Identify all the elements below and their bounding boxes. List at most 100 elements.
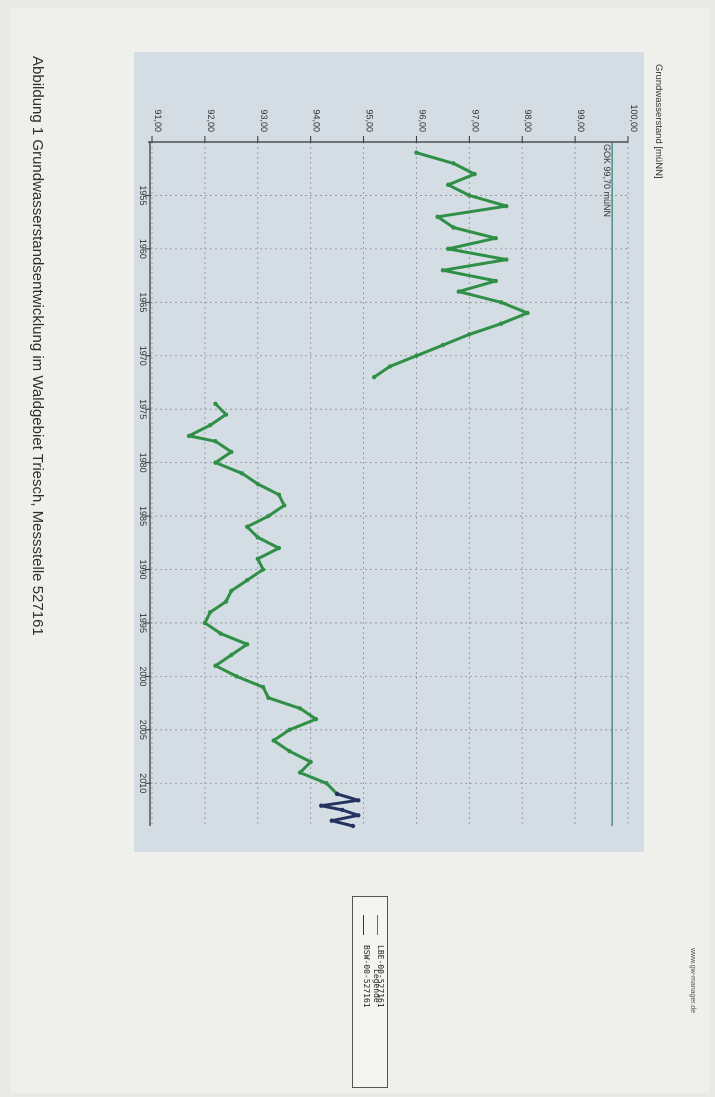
legend-swatch-lbe xyxy=(377,915,378,935)
data-point xyxy=(207,423,213,428)
data-point xyxy=(356,813,361,818)
data-point xyxy=(467,193,472,198)
data-point xyxy=(504,257,509,262)
data-point xyxy=(371,374,377,380)
year-tick-label: 1960 xyxy=(138,239,148,259)
data-point xyxy=(414,150,419,155)
year-tick-label: 1970 xyxy=(138,346,148,366)
data-point xyxy=(229,652,234,658)
value-tick-label: 100,00 xyxy=(629,104,639,132)
data-point xyxy=(276,545,282,551)
data-point xyxy=(435,214,440,220)
data-point xyxy=(213,663,218,668)
data-point xyxy=(414,353,419,358)
data-point xyxy=(255,535,260,540)
year-tick-label: 1955 xyxy=(138,185,148,205)
data-point xyxy=(504,203,509,209)
data-point xyxy=(287,748,292,754)
data-point xyxy=(245,642,250,647)
data-point xyxy=(245,577,250,583)
data-point xyxy=(297,706,303,711)
data-point xyxy=(271,738,276,743)
data-point xyxy=(207,610,213,615)
chart-axes xyxy=(145,136,629,826)
data-point xyxy=(324,781,329,786)
data-point xyxy=(266,695,271,700)
data-point xyxy=(213,439,218,444)
data-point xyxy=(255,481,260,487)
legend-label-lbe: LBE-00-527161 xyxy=(376,945,385,1008)
data-point xyxy=(287,727,292,733)
data-point xyxy=(356,798,361,803)
data-point xyxy=(498,300,504,305)
year-tick-label: 1965 xyxy=(138,292,148,312)
legend-label-bsw: BSW-00-527161 xyxy=(362,945,371,1008)
value-tick-label: 92,00 xyxy=(206,109,216,132)
figure-caption: Abbildung 1 Grundwasserstandsentwicklung… xyxy=(29,56,46,636)
year-tick-label: 1995 xyxy=(138,613,148,633)
data-point xyxy=(266,513,271,519)
legend-swatch-bsw xyxy=(363,915,364,935)
data-point xyxy=(445,182,451,187)
data-point xyxy=(282,503,287,508)
year-tick-label: 1990 xyxy=(138,559,148,579)
data-point xyxy=(223,599,229,604)
y-axis-title: Grundwasserstand [müNN] xyxy=(653,64,664,179)
data-point xyxy=(350,823,356,829)
data-point xyxy=(213,460,218,465)
year-tick-label: 1985 xyxy=(138,506,148,526)
data-point xyxy=(329,818,335,823)
data-point xyxy=(493,278,498,284)
legend-box: Legende BSW-00-527161 LBE-00-527161 xyxy=(352,896,388,1088)
value-tick-label: 95,00 xyxy=(365,109,375,132)
data-point xyxy=(260,567,266,572)
data-point xyxy=(445,246,451,252)
data-point xyxy=(456,289,461,294)
year-tick-label: 2005 xyxy=(138,720,148,740)
data-point xyxy=(440,342,446,348)
year-tick-label: 1980 xyxy=(138,453,148,473)
value-tick-label: 98,00 xyxy=(523,109,533,132)
data-point xyxy=(218,631,223,636)
chart-labels: 91,00 92,00 93,00 94,00 95,00 96,00 97,00 98,00… xyxy=(138,64,664,793)
data-point xyxy=(223,412,229,417)
data-point xyxy=(229,588,234,594)
data-point xyxy=(260,684,266,690)
data-point xyxy=(340,807,345,813)
value-tick-label: 97,00 xyxy=(470,109,480,132)
value-tick-label: 94,00 xyxy=(312,109,322,132)
series-line xyxy=(187,402,339,795)
plot-background xyxy=(134,52,644,852)
value-tick-label: 93,00 xyxy=(259,109,269,132)
data-point xyxy=(245,524,250,529)
data-point xyxy=(440,268,446,273)
data-point xyxy=(234,674,239,679)
data-point xyxy=(186,433,192,439)
data-point xyxy=(202,620,208,626)
year-tick-label: 1975 xyxy=(138,399,148,419)
data-point xyxy=(387,364,393,369)
data-point xyxy=(451,225,456,230)
chart-grid xyxy=(150,142,629,826)
series-line xyxy=(373,151,529,379)
data-point xyxy=(213,401,218,407)
data-point xyxy=(467,332,472,337)
gok-annotation: GOK 99,70 müNN xyxy=(602,144,612,217)
watermark-text: www.gw-manager.de xyxy=(689,948,696,1013)
data-point xyxy=(308,759,313,765)
value-tick-label: 96,00 xyxy=(417,109,427,132)
year-tick-label: 2000 xyxy=(138,666,148,686)
data-point xyxy=(493,235,498,241)
data-point xyxy=(451,161,456,166)
data-point xyxy=(498,321,504,326)
data-point xyxy=(313,716,319,722)
data-point xyxy=(297,770,303,775)
data-point xyxy=(229,449,234,455)
data-point xyxy=(239,471,245,476)
data-point xyxy=(319,803,324,808)
data-point xyxy=(334,791,340,797)
data-point xyxy=(255,556,260,562)
year-tick-label: 2010 xyxy=(138,773,148,793)
value-tick-label: 91,00 xyxy=(153,109,163,132)
